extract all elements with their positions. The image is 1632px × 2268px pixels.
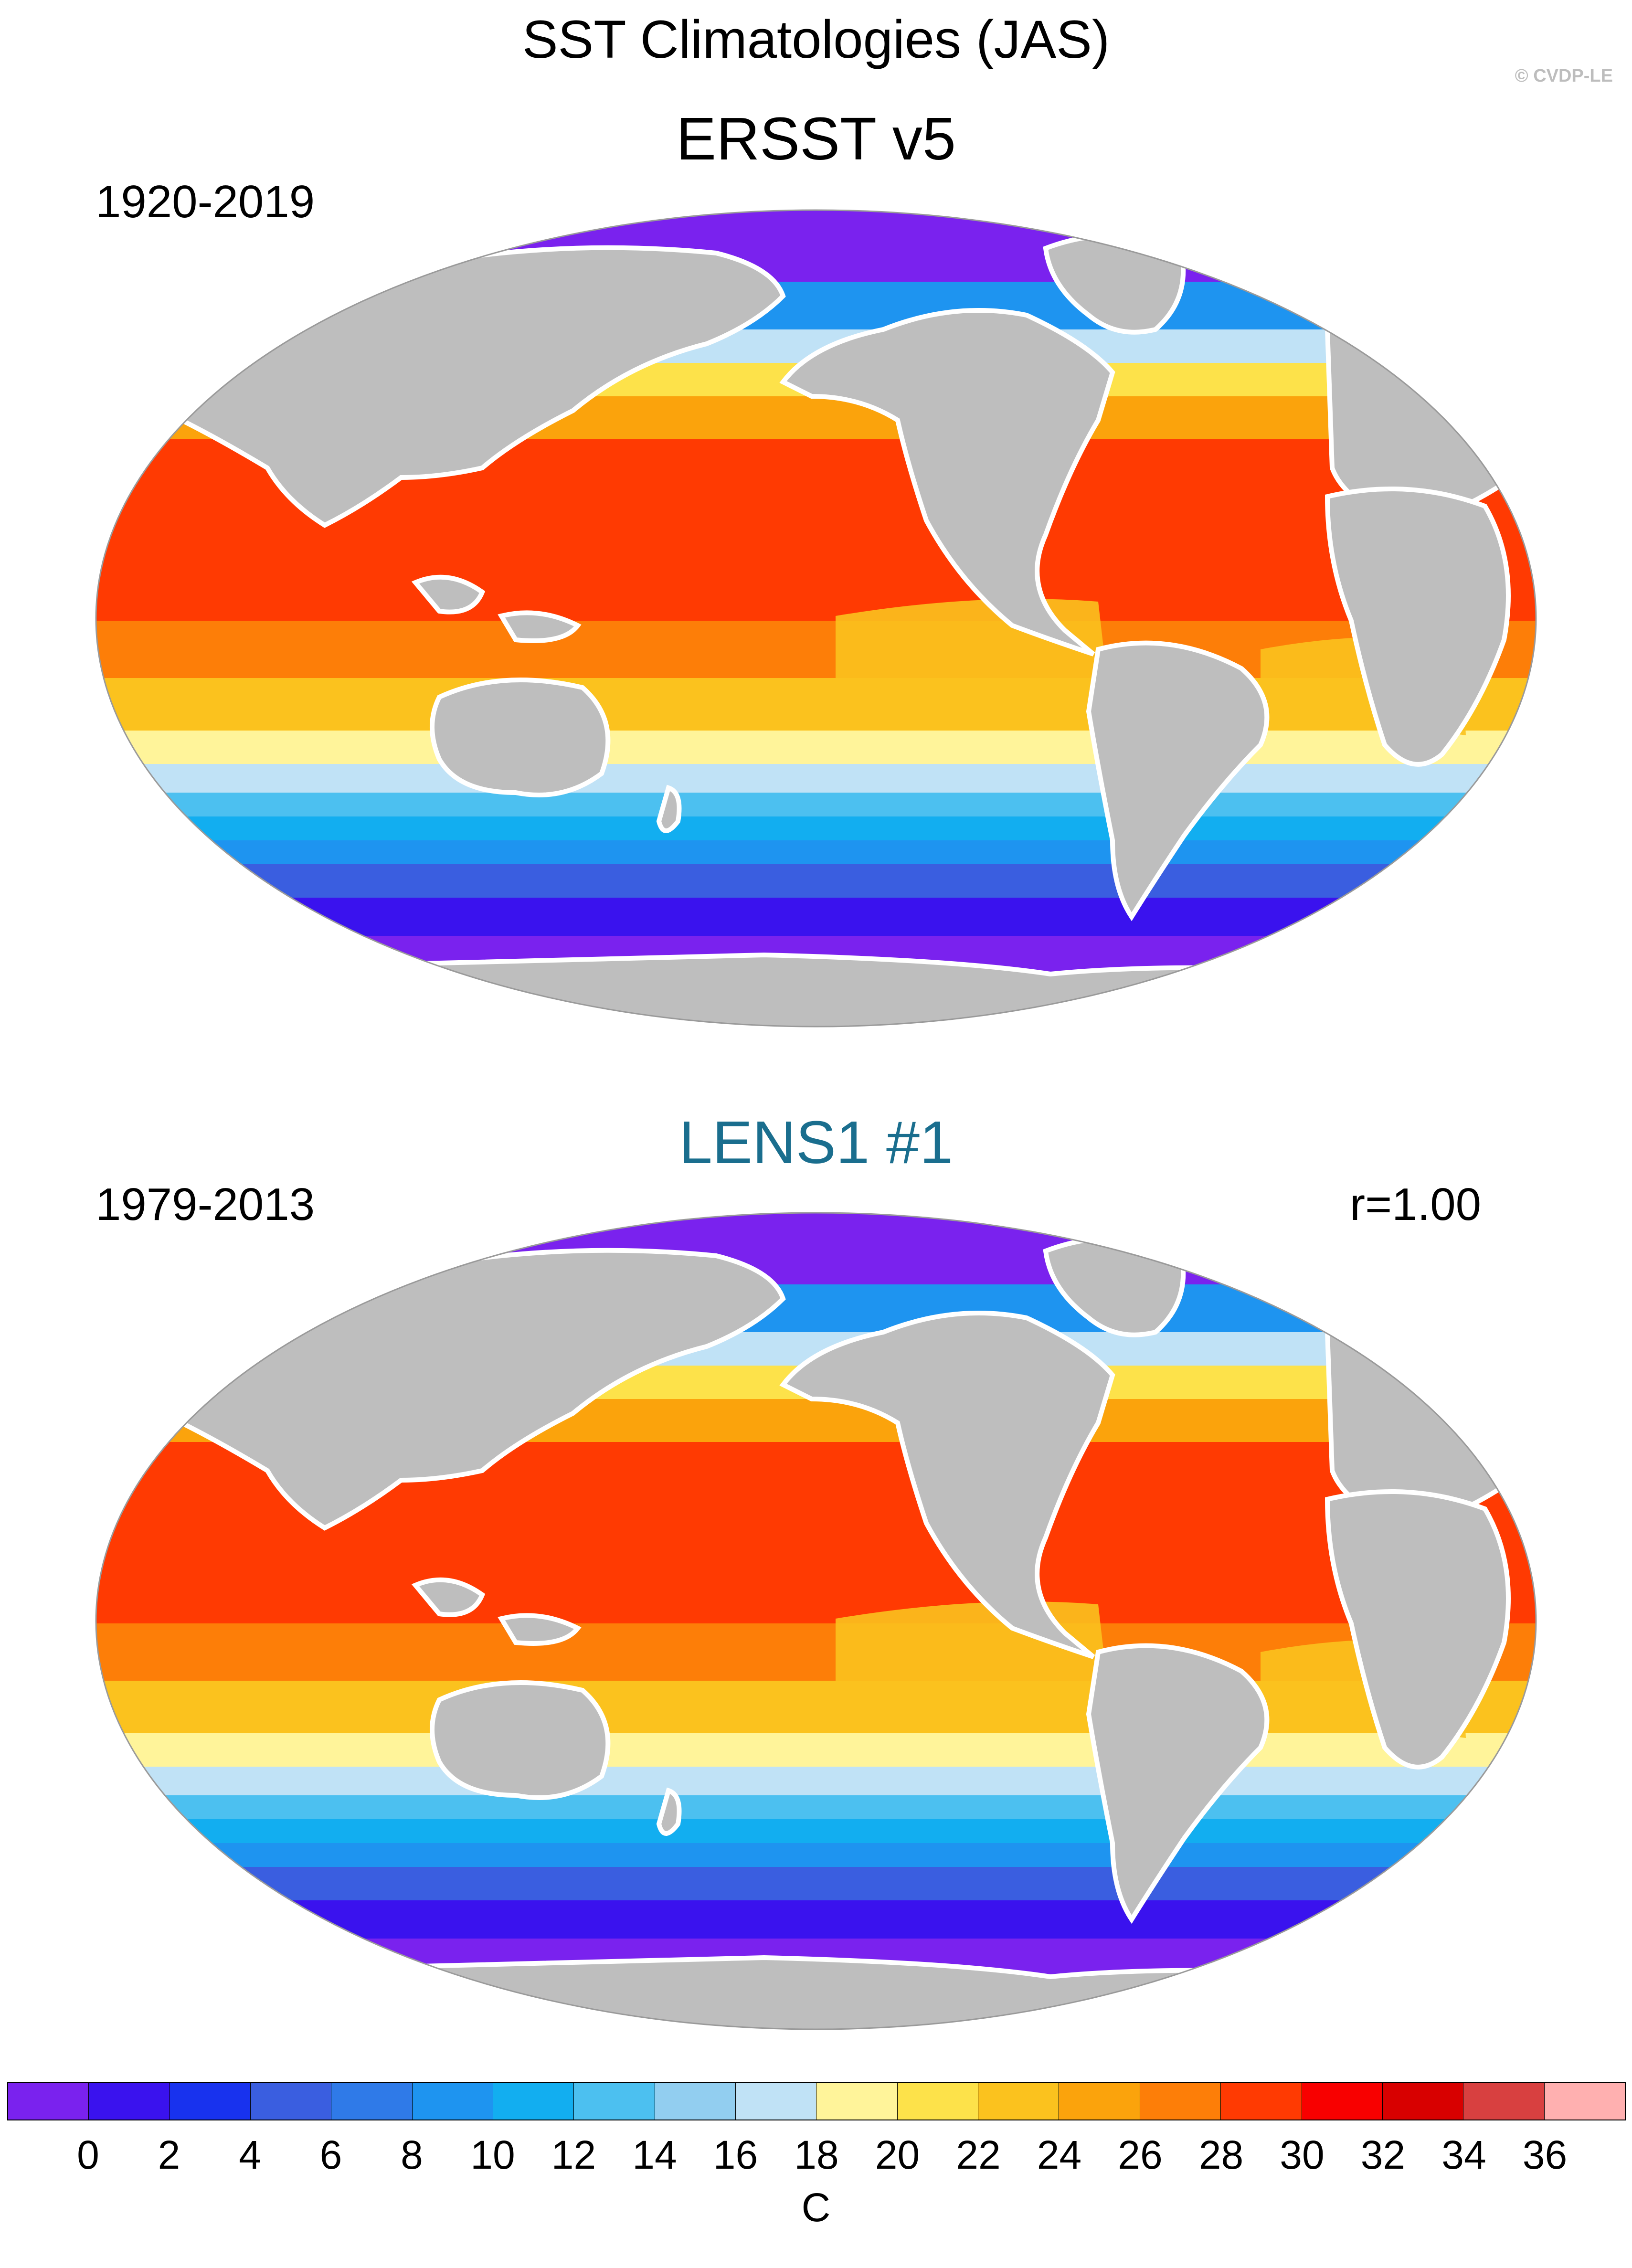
colorbar-units: C [801,2185,831,2230]
colorbar-swatch [493,2083,574,2120]
figure-title: SST Climatologies (JAS) [522,10,1110,69]
colorbar-swatch [816,2083,898,2120]
sst-band [96,898,1536,936]
sst-band [96,210,1536,282]
sst-band [96,1767,1536,1795]
colorbar-tick-label: 32 [1360,2132,1406,2177]
land-mass [498,1613,582,1646]
colorbar-swatch [1382,2083,1464,2120]
colorbar-swatch [1463,2083,1545,2120]
colorbar-swatch [8,2083,89,2120]
sst-band [96,816,1536,840]
sst-band [96,840,1536,864]
globe-outline [95,1212,1537,2030]
panel-2-sst-map [95,1212,1537,2030]
sst-band [96,764,1536,793]
sst-band [96,1900,1536,1939]
sst-band [96,1213,1536,1284]
colorbar-tick-label: 16 [713,2132,758,2177]
colorbar-swatch [1302,2083,1383,2120]
sst-band [96,793,1536,816]
colorbar-tick-label: 2 [158,2132,180,2177]
land-mass [411,574,486,615]
land-mass [779,308,1115,657]
colorbar-swatch [897,2083,979,2120]
colorbar-tick-label: 26 [1118,2132,1163,2177]
colorbar-tick-label: 30 [1280,2132,1325,2177]
colorbar-tick-label: 12 [551,2132,596,2177]
panel-1-sst-map [95,209,1537,1028]
colorbar-tick-label: 4 [239,2132,261,2177]
colorbar-swatch [170,2083,251,2120]
land-mass [656,784,682,833]
colorbar-swatch [1544,2083,1625,2120]
panel-2-title: LENS1 #1 [678,1109,954,1176]
colorbar-tick-label: 36 [1522,2132,1568,2177]
panel-2-period: 1979-2013 [95,1179,315,1230]
colorbar-swatch [736,2083,817,2120]
colorbar-swatch [1059,2083,1140,2120]
land-mass [430,678,611,797]
land-mass [96,952,1536,1027]
sst-band [96,1843,1536,1867]
land-mass [498,610,582,643]
colorbar-tick-label: 22 [956,2132,1001,2177]
land-mass [411,1577,486,1617]
colorbar-swatch [655,2083,736,2120]
colorbar-tick-label: 10 [470,2132,515,2177]
panel-2-stat: r=1.00 [1350,1179,1481,1230]
sst-band [96,1867,1536,1900]
colorbar-tick-label: 18 [794,2132,839,2177]
sst-band [96,864,1536,898]
colorbar-swatch [1221,2083,1302,2120]
colorbar-swatch [412,2083,494,2120]
colorbar [7,2082,1626,2120]
colorbar-tick-label: 34 [1441,2132,1486,2177]
sst-field [96,210,1536,1027]
sst-band [96,282,1536,329]
land-mass [1086,640,1270,922]
sst-band [96,1819,1536,1843]
colorbar-tick-label: 24 [1037,2132,1082,2177]
land-mass [1086,1643,1270,1924]
colorbar-tick-label: 20 [875,2132,920,2177]
globe-outline [95,209,1537,1028]
land-mass [1325,487,1511,767]
land-mass [96,1955,1536,2029]
colorbar-swatch [1140,2083,1221,2120]
colorbar-swatch [331,2083,413,2120]
colorbar-tick-label: 0 [77,2132,99,2177]
panel-1-title: ERSST v5 [676,105,956,172]
colorbar-tick-label: 6 [319,2132,342,2177]
colorbar-tick-label: 14 [632,2132,677,2177]
land-mass [779,1311,1115,1659]
sst-band [96,731,1536,764]
sst-band [96,1733,1536,1767]
land-mass [1325,1489,1511,1770]
colorbar-swatch [251,2083,332,2120]
colorbar-tick-label: 8 [401,2132,423,2177]
colorbar-swatch [574,2083,655,2120]
land-mass [430,1680,611,1800]
colorbar-tick-label: 28 [1198,2132,1244,2177]
credit-watermark: © CVDP-LE [1515,66,1613,86]
sst-field [96,1213,1536,2029]
sst-band [96,1795,1536,1819]
sst-band [96,1284,1536,1332]
colorbar-swatch [978,2083,1060,2120]
colorbar-swatch [89,2083,170,2120]
panel-1-period: 1920-2019 [95,176,315,227]
land-mass [656,1787,682,1836]
